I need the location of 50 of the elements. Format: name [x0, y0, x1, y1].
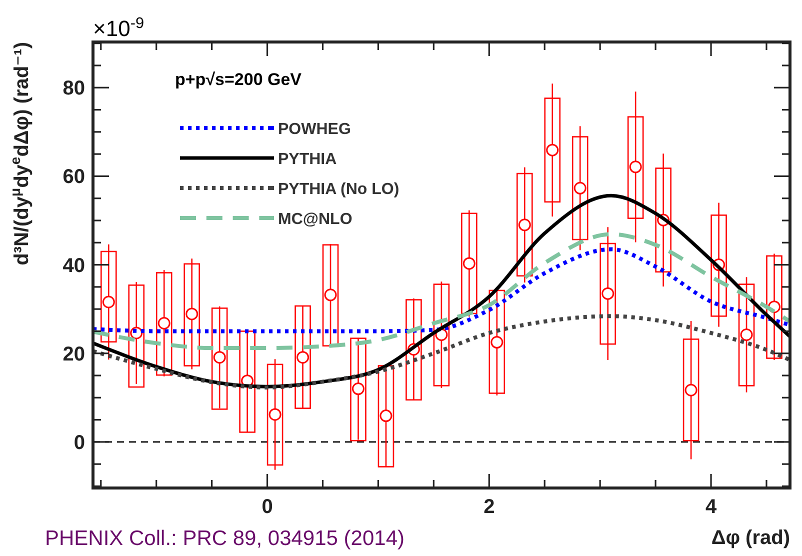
- line-series: [93, 314, 790, 390]
- point: [546, 144, 559, 156]
- bar: [156, 272, 172, 376]
- bar: [294, 305, 311, 409]
- point: [213, 351, 226, 364]
- point: [268, 408, 282, 421]
- text: ×10$^{-9}$: [93, 14, 144, 41]
- point: [102, 296, 115, 308]
- bar: [433, 284, 450, 386]
- bar: [239, 330, 256, 433]
- bar: [128, 284, 145, 388]
- y-tick-label: 40: [62, 254, 85, 277]
- annotation: p+p√s=200 GeV: [175, 70, 302, 89]
- point: [380, 410, 392, 422]
- point: [518, 218, 531, 232]
- legend-label: MC@NLO: [278, 211, 352, 228]
- point: [352, 382, 364, 396]
- bar: [488, 290, 506, 394]
- text: PHENIX Coll.: PRC 89, 034915 (2014): [45, 527, 405, 550]
- point: [684, 384, 698, 396]
- point: [186, 308, 198, 320]
- x-tick-label: 0: [262, 496, 273, 518]
- x-tick-label: 4: [705, 496, 718, 518]
- bar: [322, 244, 339, 346]
- y-tick-label: 80: [62, 78, 85, 100]
- legend-label: POWHEG: [278, 121, 351, 138]
- point: [296, 351, 310, 364]
- bar: [378, 365, 394, 468]
- point: [158, 316, 170, 330]
- y-tick-label: 60: [62, 166, 85, 188]
- line-series: [93, 232, 790, 350]
- point: [602, 287, 614, 300]
- bar: [406, 299, 422, 401]
- point: [324, 288, 337, 302]
- y-tick-label: 0: [74, 432, 85, 454]
- bar: [461, 212, 478, 314]
- legend-label: PYTHIA (No LO): [278, 181, 400, 198]
- legend-label: PYTHIA: [278, 151, 338, 168]
- point: [629, 160, 642, 174]
- bar: [766, 255, 782, 359]
- point: [462, 257, 476, 270]
- line-series: [93, 247, 790, 334]
- x-axis-title: Δφ (rad): [711, 527, 790, 549]
- point: [490, 336, 504, 349]
- point: [574, 182, 586, 194]
- point: [740, 328, 753, 342]
- y-tick-label: 20: [62, 343, 85, 366]
- x-tick-label: 2: [484, 496, 495, 518]
- bar: [350, 338, 366, 442]
- bar: [211, 308, 228, 410]
